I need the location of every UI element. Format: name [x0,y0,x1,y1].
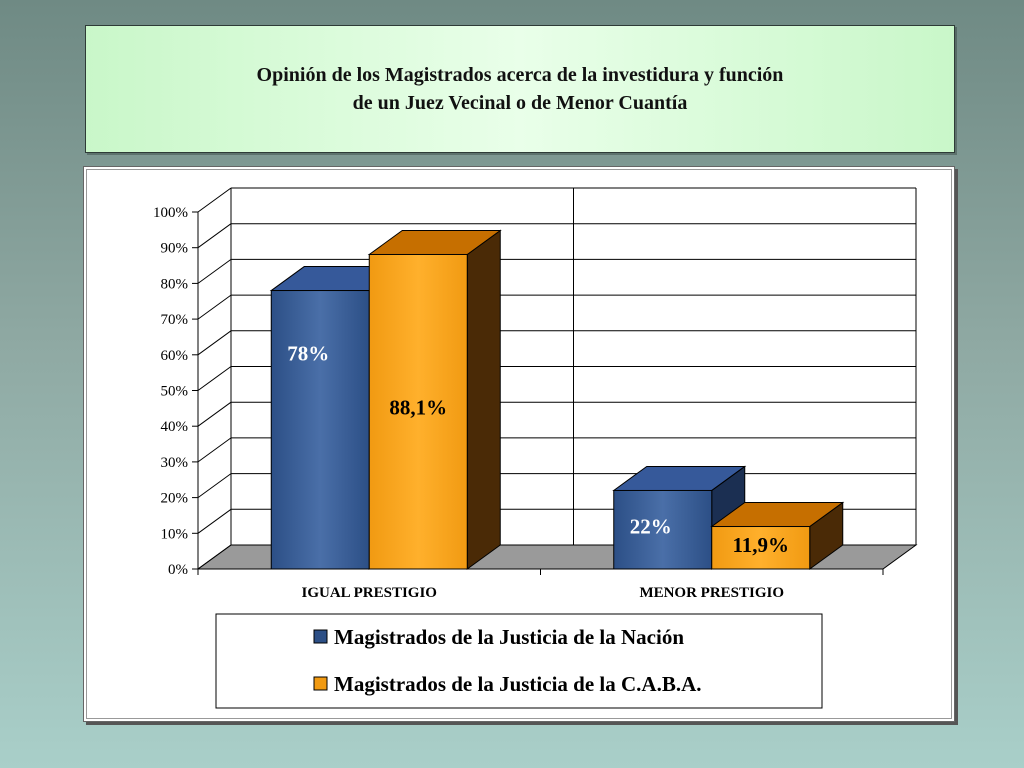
bar-chart: 0% 10% 20% 30% 40% 50% 60% 70% 80% 90% 100% IGUAL P… [153,187,918,709]
bar [270,290,370,570]
x-tick-label: IGUAL PRESTIGIO [302,585,437,601]
bar-side [466,229,501,570]
side-gridline [197,330,232,356]
side-gridline [197,187,232,213]
legend-swatch-caba [313,676,328,691]
y-tick-label: 0% [168,562,188,578]
side-gridline [197,294,232,320]
y-tick-label: 90% [161,241,189,257]
side-gridline [197,437,232,463]
side-gridline [197,508,232,534]
side-gridline [197,258,232,284]
y-tick-label: 40% [161,419,189,435]
bar [711,526,811,570]
y-tick-label: 70% [161,312,189,328]
side-gridline [197,473,232,499]
chart-title-line-1: Opinión de los Magistrados acerca de la … [256,64,784,86]
y-tick-label: 30% [161,455,189,471]
legend-label: Magistrados de la Justicia de la C.A.B.A… [334,672,702,696]
data-label: 22% [630,515,672,539]
title-panel: Opinión de los Magistrados acerca de la … [85,25,955,153]
data-label: 88,1% [389,395,447,419]
bar [368,253,468,570]
chart-title-line-2: de un Juez Vecinal o de Menor Cuantía [352,92,688,114]
y-tick-label: 80% [161,276,189,292]
y-tick-label: 10% [161,526,189,542]
side-gridline [197,401,232,427]
data-label: 11,9% [732,533,789,557]
bar [613,489,713,570]
data-label: 78% [287,342,329,366]
side-gridline [197,223,232,249]
legend-label: Magistrados de la Justicia de la Nación [334,625,684,649]
y-tick-label: 50% [161,384,189,400]
y-tick-label: 60% [161,348,189,364]
legend: Magistrados de la Justicia de la Nación M… [215,613,823,709]
x-tick-label: MENOR PRESTIGIO [639,585,784,601]
side-gridline [197,544,232,570]
y-tick-label: 20% [161,491,189,507]
y-tick-label: 100% [153,205,188,221]
side-gridline [197,366,232,391]
legend-swatch-nacion [313,629,328,644]
chart-panel: 0% 10% 20% 30% 40% 50% 60% 70% 80% 90% 100% IGUAL P… [83,166,955,722]
